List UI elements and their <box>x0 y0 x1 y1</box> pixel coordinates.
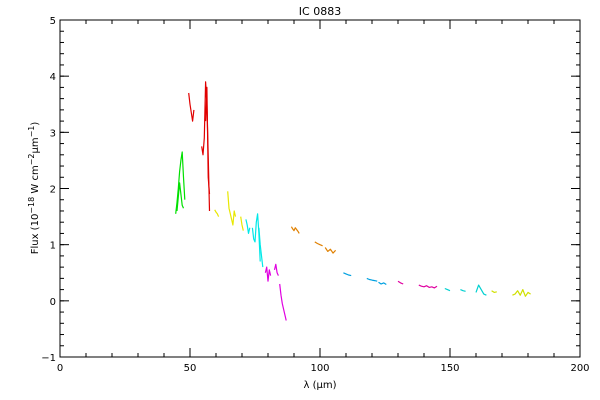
x-axis-label: λ (μm) <box>303 380 336 391</box>
x-tick-label: 200 <box>570 363 589 374</box>
y-label-mu: μm <box>30 137 41 153</box>
series-segment-18 <box>343 272 352 277</box>
series-segment-16 <box>314 241 323 247</box>
series-segment-17 <box>324 247 337 254</box>
x-tick-label: 0 <box>57 363 63 374</box>
series-segment-10 <box>251 213 261 262</box>
series-segment-23 <box>444 287 451 292</box>
x-tick-label: 100 <box>310 363 329 374</box>
series-segment-15 <box>290 226 300 234</box>
y-label-exp1: −18 <box>27 197 36 214</box>
series-segment-26 <box>491 290 497 293</box>
series-layer <box>175 81 531 321</box>
series-segment-14 <box>279 283 287 321</box>
plot-frame <box>59 19 581 358</box>
series-segment-27 <box>512 289 531 297</box>
series-segment-9 <box>245 219 251 234</box>
series-segment-25 <box>475 284 487 296</box>
y-tick-label: 0 <box>50 297 56 308</box>
x-tick-label: 150 <box>440 363 459 374</box>
y-label-mid: W cm <box>30 165 41 196</box>
y-label-suffix: ) <box>30 122 41 126</box>
y-axis-label: Flux (10−18 W cm−2μm−1) <box>27 122 41 255</box>
y-tick-label: −1 <box>41 353 56 364</box>
series-segment-20 <box>378 281 387 286</box>
y-tick-label: 2 <box>50 185 56 196</box>
y-label-exp2: −2 <box>27 154 36 166</box>
chart-title: IC 0883 <box>299 5 341 18</box>
y-tick-label: 4 <box>50 72 56 83</box>
series-segment-13 <box>273 263 279 276</box>
series-segment-21 <box>397 280 404 285</box>
series-segment-7 <box>227 191 237 226</box>
series-segment-11 <box>258 227 264 268</box>
series-segment-6 <box>214 209 220 217</box>
y-label-exp3: −1 <box>27 126 36 138</box>
series-segment-2 <box>176 182 185 212</box>
series-segment-3 <box>188 92 195 122</box>
series-segment-5 <box>205 86 211 195</box>
y-tick-label: 3 <box>50 128 56 139</box>
minor-ticks <box>59 19 581 358</box>
x-tick-label: 50 <box>184 363 197 374</box>
major-ticks <box>59 19 581 358</box>
series-segment-19 <box>366 277 378 282</box>
series-segment-1 <box>175 151 186 214</box>
series-segment-24 <box>460 289 466 292</box>
y-tick-label: 1 <box>50 241 56 252</box>
series-segment-8 <box>240 216 244 231</box>
series-segment-12 <box>264 266 272 282</box>
series-segment-22 <box>418 284 438 289</box>
y-tick-label: 5 <box>50 16 56 27</box>
y-label-prefix: Flux (10 <box>30 214 41 255</box>
